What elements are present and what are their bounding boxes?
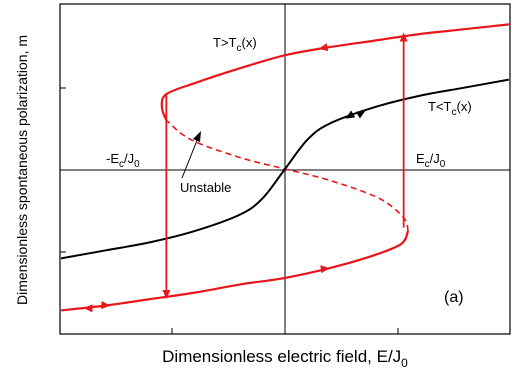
unstable-arrowhead bbox=[193, 131, 201, 142]
series-line-t-above-tc-upper-branch bbox=[160, 23, 510, 121]
series-line-t-above-tc-lower-branch bbox=[60, 230, 410, 312]
axis-ticks bbox=[60, 87, 399, 334]
series-line-t-above-tc-unstable-branch bbox=[165, 119, 409, 232]
annotation-neg-coercive-field: -Ec/J0 bbox=[106, 151, 140, 170]
annotation-t-above-tc: T>Tc(x) bbox=[213, 35, 257, 54]
panel-label: (a) bbox=[444, 289, 464, 306]
arrowhead-switch-down bbox=[162, 290, 171, 300]
arrowhead-lower-branch-right bbox=[101, 301, 111, 310]
annotation-pos-coercive-field: Ec/J0 bbox=[416, 151, 446, 170]
unstable-pointer bbox=[181, 131, 201, 179]
arrowhead-lower-branch-mid bbox=[320, 265, 330, 274]
series-line-t-below-tc bbox=[60, 78, 510, 260]
arrowhead-black-up bbox=[355, 110, 366, 119]
arrowhead-black-down bbox=[345, 110, 356, 119]
annotation-unstable: Unstable bbox=[180, 180, 231, 195]
x-axis-label: Dimensionless electric field, E/J0 bbox=[162, 347, 408, 370]
y-axis-label: Dimensionless spontaneous polarization, … bbox=[14, 35, 30, 305]
arrowhead-upper-branch bbox=[318, 43, 329, 52]
arrowhead-switch-up bbox=[399, 32, 408, 42]
arrowhead-lower-branch-left bbox=[83, 304, 93, 313]
unstable-arrow-line bbox=[181, 137, 199, 179]
annotation-t-below-tc: T<Tc(x) bbox=[428, 99, 472, 118]
